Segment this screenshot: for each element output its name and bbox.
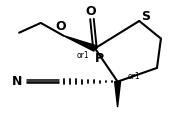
Text: or1: or1 [77, 51, 89, 60]
Polygon shape [64, 36, 96, 51]
Text: N: N [12, 75, 22, 88]
Polygon shape [115, 82, 120, 107]
Text: O: O [86, 5, 96, 18]
Text: or1: or1 [128, 72, 141, 81]
Text: S: S [141, 10, 150, 23]
Text: O: O [55, 20, 66, 33]
Text: P: P [95, 52, 104, 65]
